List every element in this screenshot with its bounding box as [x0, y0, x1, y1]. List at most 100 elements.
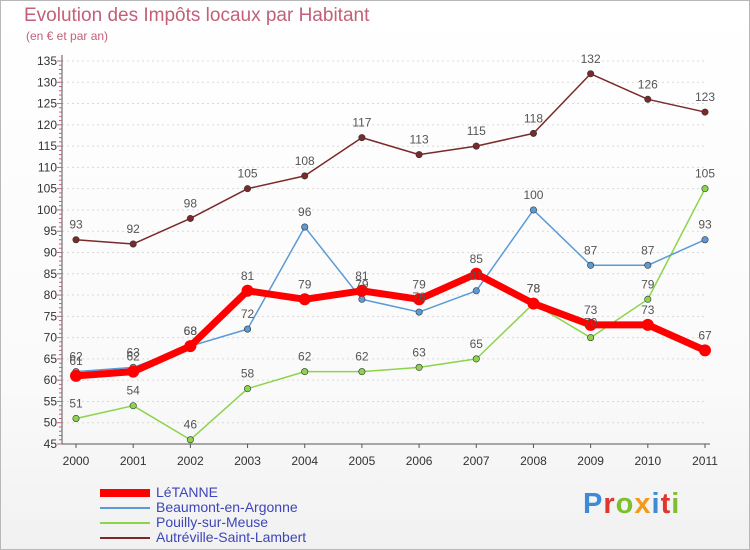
data-label: 73	[641, 303, 655, 317]
y-tick-label: 110	[38, 160, 57, 174]
y-tick-label: 115	[38, 139, 57, 153]
data-label: 68	[184, 324, 198, 338]
data-label: 85	[470, 252, 484, 266]
y-tick-label: 80	[44, 288, 58, 302]
data-label: 62	[127, 350, 141, 364]
data-label: 123	[695, 90, 715, 104]
data-label: 93	[69, 218, 83, 232]
data-point	[587, 334, 595, 342]
y-tick-label: 105	[37, 182, 57, 196]
data-point	[298, 293, 311, 306]
data-label: 117	[352, 116, 371, 130]
data-point	[644, 295, 652, 303]
y-tick-label: 125	[37, 97, 57, 111]
data-label: 126	[638, 77, 658, 91]
data-label: 62	[355, 350, 369, 364]
data-label: 92	[127, 222, 141, 236]
data-point	[301, 223, 309, 231]
data-label: 62	[298, 350, 312, 364]
data-label: 73	[584, 303, 598, 317]
data-label: 93	[698, 218, 712, 232]
x-tick-label: 2007	[463, 454, 490, 468]
series-line	[75, 187, 706, 441]
x-tick-label: 2000	[63, 454, 90, 468]
data-point	[699, 344, 711, 357]
data-label: 79	[641, 277, 655, 291]
data-label: 108	[295, 154, 315, 168]
data-label: 79	[355, 277, 369, 291]
data-point	[301, 172, 309, 180]
data-label: 115	[467, 124, 486, 138]
x-tick-label: 2005	[349, 454, 376, 468]
data-point	[184, 340, 197, 353]
data-label: 72	[241, 307, 255, 321]
data-point	[244, 325, 252, 333]
data-point	[701, 108, 709, 116]
x-tick-label: 2009	[577, 454, 604, 468]
data-label: 79	[412, 277, 426, 291]
data-point	[470, 267, 483, 280]
data-label: 63	[127, 345, 141, 359]
data-point	[244, 385, 252, 393]
data-label: 78	[527, 282, 541, 296]
data-label: 70	[584, 316, 598, 330]
legend-swatch-letanne	[100, 489, 150, 497]
data-label: 65	[470, 337, 484, 351]
data-point	[472, 287, 480, 295]
data-point	[701, 185, 709, 193]
y-tick-label: 90	[44, 246, 58, 260]
data-point	[644, 95, 652, 103]
y-tick-label: 55	[44, 394, 58, 408]
y-tick-label: 100	[37, 203, 57, 217]
data-label: 105	[238, 167, 258, 181]
legend-label-autreville: Autréville-Saint-Lambert	[156, 529, 307, 545]
data-label: 81	[470, 269, 484, 283]
data-point	[301, 368, 309, 376]
data-label: 61	[69, 354, 83, 368]
legend-label-letanne: LéTANNE	[156, 484, 218, 500]
data-point	[529, 206, 537, 214]
series-line	[72, 270, 709, 380]
data-label: 51	[69, 396, 83, 410]
data-point	[358, 368, 366, 376]
legend-swatch-pouilly	[100, 522, 150, 524]
series-line	[75, 209, 706, 373]
data-label: 63	[412, 345, 426, 359]
data-label: 113	[410, 133, 429, 147]
legend-label-beaumont: Beaumont-en-Argonne	[156, 499, 298, 515]
data-point	[587, 70, 595, 78]
proxiti-logo: Proxiti	[583, 488, 680, 521]
x-tick-label: 2008	[520, 454, 547, 468]
chart-subtitle: (en € et par an)	[26, 29, 109, 43]
y-tick-label: 130	[37, 75, 57, 89]
y-tick-label: 60	[44, 373, 58, 387]
logo-letter: i	[671, 488, 681, 520]
y-tick-label: 85	[44, 267, 58, 281]
data-label: 100	[523, 188, 543, 202]
x-tick-label: 2004	[291, 454, 318, 468]
data-label: 105	[695, 167, 715, 181]
logo-letter: r	[603, 488, 616, 520]
data-point	[70, 369, 82, 382]
logo-letter: i	[651, 488, 661, 520]
data-label: 96	[298, 205, 312, 219]
x-tick-label: 2010	[634, 454, 661, 468]
data-label: 87	[584, 243, 598, 257]
logo-letter: P	[583, 488, 604, 520]
x-tick-label: 2006	[406, 454, 433, 468]
y-tick-label: 45	[44, 437, 58, 451]
data-point	[527, 297, 540, 310]
data-point	[72, 414, 80, 422]
data-point	[644, 261, 652, 269]
data-point	[129, 240, 137, 248]
data-label: 81	[355, 269, 369, 283]
legend-swatch-beaumont	[100, 507, 150, 509]
data-point	[472, 355, 480, 363]
data-point	[244, 185, 252, 193]
y-tick-label: 50	[44, 416, 58, 430]
y-tick-label: 70	[44, 331, 58, 345]
chart-title: Evolution des Impôts locaux par Habitant	[24, 5, 370, 26]
logo-letter: x	[634, 488, 652, 520]
data-point	[355, 284, 368, 297]
